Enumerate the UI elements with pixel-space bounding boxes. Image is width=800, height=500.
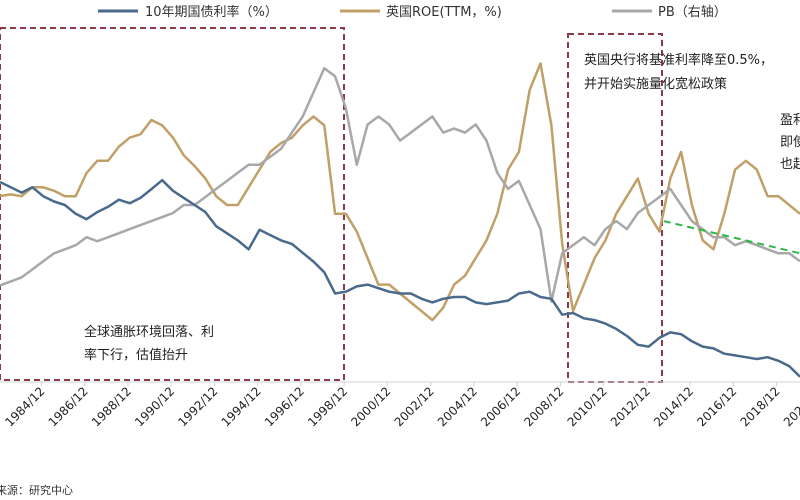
x-tick-label: 2000/12	[348, 384, 393, 429]
x-tick-label: 1992/12	[175, 384, 220, 429]
x-tick-label: 1994/12	[219, 384, 264, 429]
x-tick-label: 1998/12	[305, 384, 350, 429]
x-tick-label: 2020/12	[781, 384, 800, 429]
highlight-box-2009-2013	[567, 33, 663, 383]
x-tick-label: 2002/12	[392, 384, 437, 429]
x-tick-label: 1986/12	[46, 384, 91, 429]
x-tick-label: 1984/12	[2, 384, 47, 429]
x-tick-label: 2014/12	[651, 384, 696, 429]
source-note: 数据来源：研究中心	[0, 483, 73, 497]
legend-label-pb: PB（右轴）	[658, 5, 727, 20]
legend-label-roe: 英国ROE(TTM，%)	[386, 5, 502, 20]
annotation-boe-line2: 并开始实施量化宽松政策	[584, 76, 727, 92]
x-axis-ticks: 1984/121986/121988/121990/121992/121994/…	[2, 382, 800, 429]
annotation-profit: 盈利 即使 也起	[780, 113, 800, 172]
annotation-inflation-line2: 率下行，估值抬升	[84, 347, 188, 363]
series-line-bond-yield	[0, 178, 800, 378]
annotation-inflation: 全球通胀环境回落、利 率下行，估值抬升	[84, 324, 214, 363]
trend-line-dashed	[663, 220, 800, 255]
annotation-boe-line1: 英国央行将基准利率降至0.5%，	[584, 52, 773, 68]
annotation-profit-line3: 也起	[780, 157, 800, 172]
x-tick-label: 2010/12	[565, 384, 610, 429]
x-tick-label: 2008/12	[521, 384, 566, 429]
x-tick-label: 2012/12	[608, 384, 653, 429]
annotation-profit-line2: 即使	[780, 134, 800, 150]
x-tick-label: 2004/12	[435, 384, 480, 429]
annotation-profit-line1: 盈利	[780, 113, 800, 128]
highlight-box-1984-1999	[0, 27, 345, 381]
x-tick-label: 2016/12	[694, 384, 739, 429]
series-line-pb	[0, 66, 800, 303]
annotation-inflation-line1: 全球通胀环境回落、利	[84, 324, 214, 340]
series-line-roe	[0, 62, 800, 322]
x-tick-label: 2018/12	[738, 384, 783, 429]
x-tick-label: 1988/12	[89, 384, 134, 429]
annotation-boe: 英国央行将基准利率降至0.5%， 并开始实施量化宽松政策	[584, 52, 773, 92]
x-tick-label: 1996/12	[262, 384, 307, 429]
legend: 10年期国债利率（%） 英国ROE(TTM，%) PB（右轴）	[98, 4, 727, 20]
x-tick-label: 2006/12	[478, 384, 523, 429]
x-tick-label: 1990/12	[132, 384, 177, 429]
series-layer	[0, 62, 800, 378]
legend-label-bond-yield: 10年期国债利率（%）	[145, 4, 278, 20]
